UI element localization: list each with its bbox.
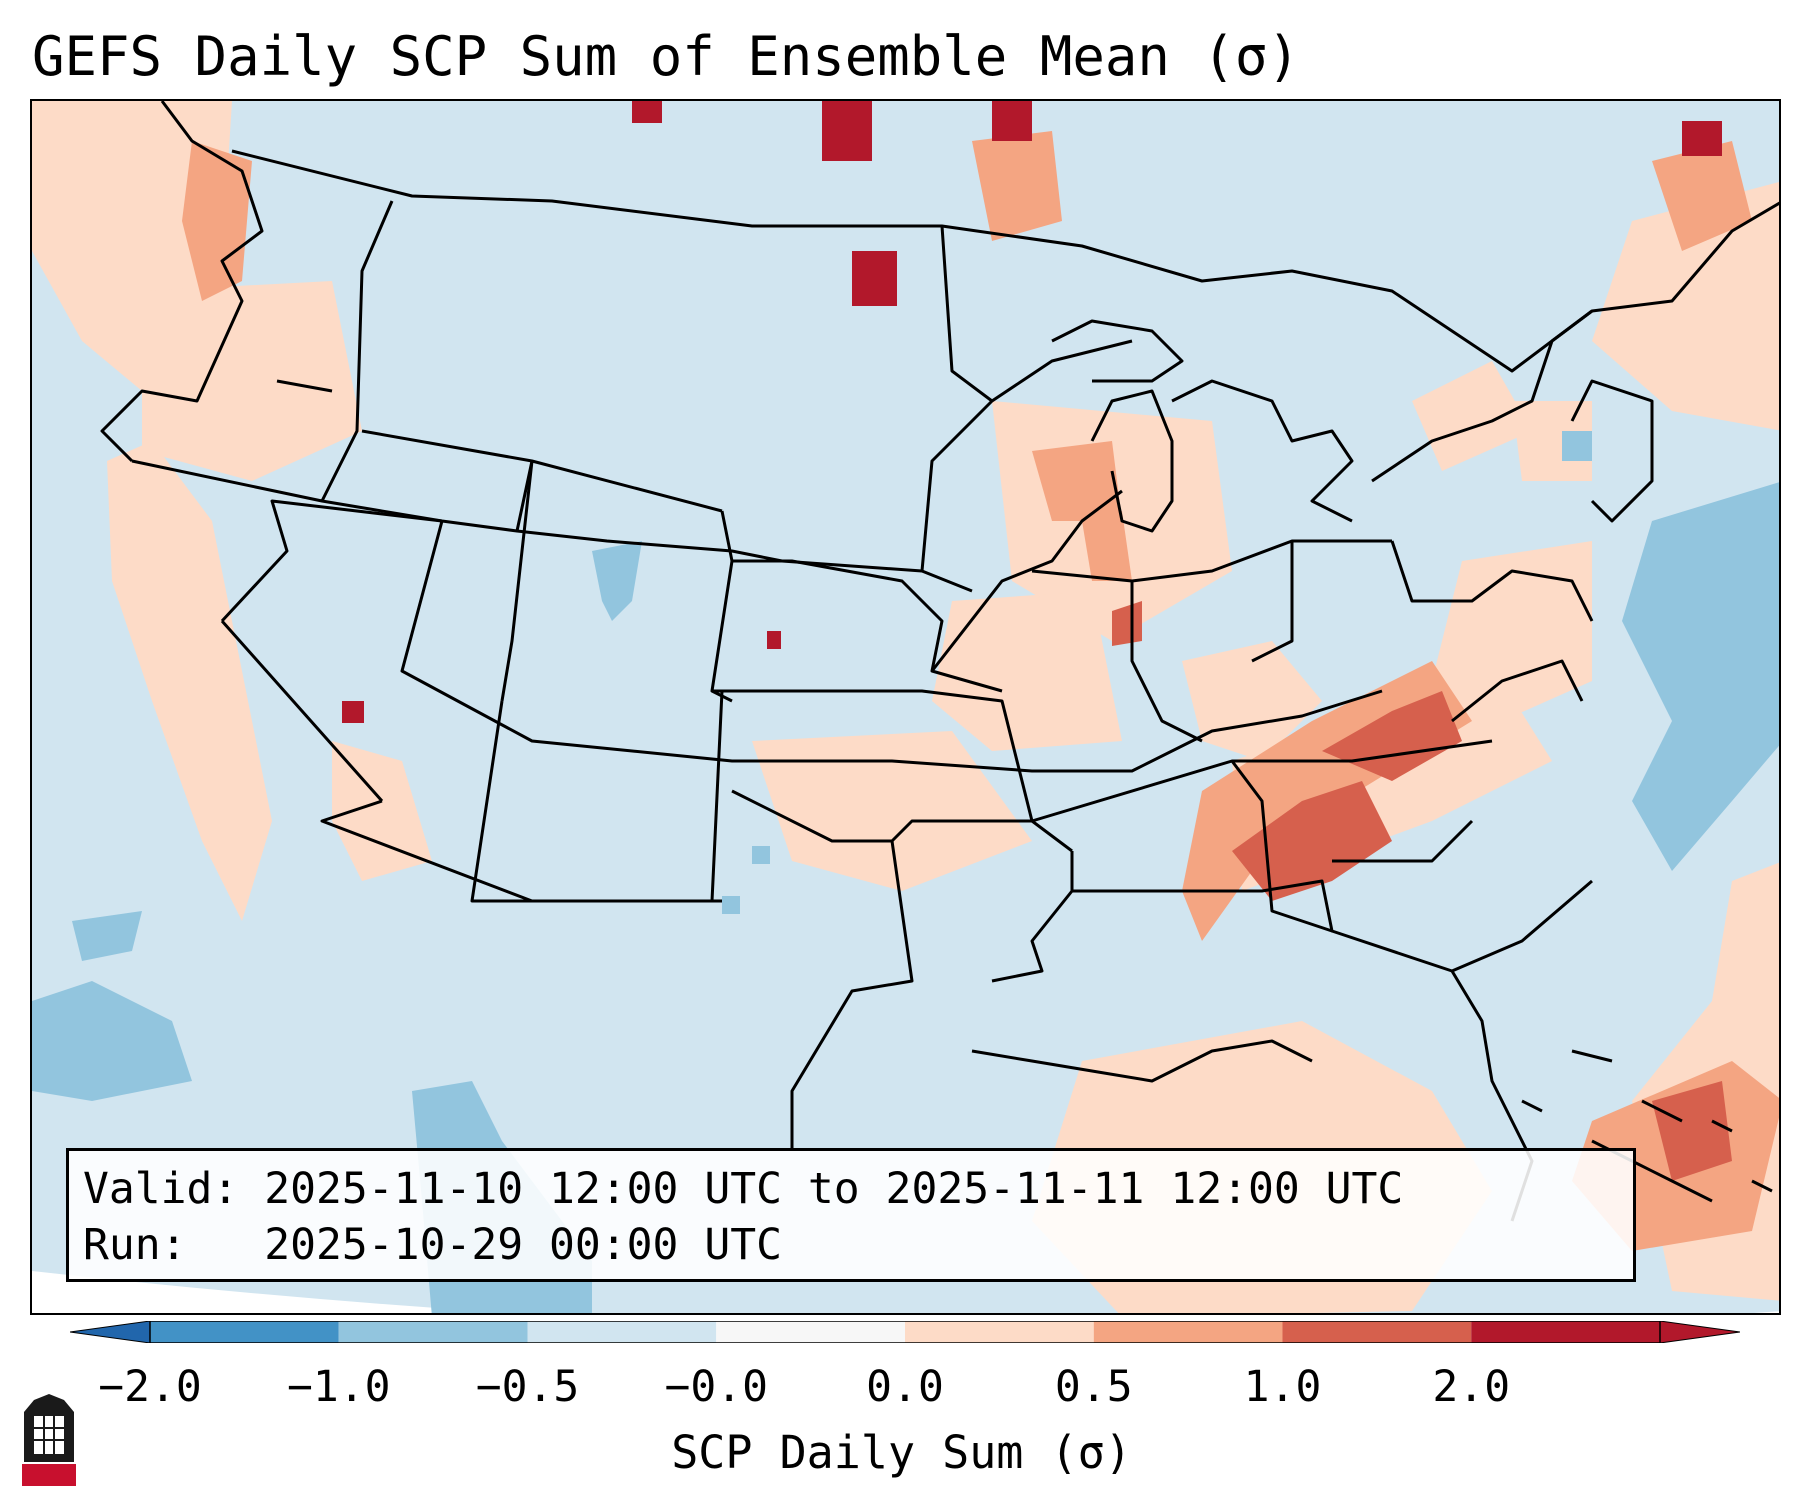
shading-extreme-positive bbox=[342, 101, 1722, 723]
map-panel bbox=[30, 99, 1781, 1315]
colorbar-segment bbox=[905, 1321, 1094, 1343]
colorbar-label: SCP Daily Sum (σ) bbox=[671, 1426, 1132, 1479]
colorbar-tick-label: 2.0 bbox=[1432, 1362, 1511, 1412]
colorbar-tick-label: −1.0 bbox=[286, 1362, 391, 1412]
colorbar-tick-label: 1.0 bbox=[1243, 1362, 1322, 1412]
colorbar-tick-label: −0.0 bbox=[664, 1362, 769, 1412]
boundaries bbox=[100, 101, 1779, 1222]
valid-label: Valid: bbox=[83, 1164, 239, 1214]
colorbar-segment bbox=[338, 1321, 528, 1343]
niu-logo bbox=[22, 1394, 76, 1486]
colorbar-segment bbox=[1282, 1321, 1472, 1343]
colorbar-segment bbox=[527, 1321, 717, 1343]
colorbar-segment bbox=[1471, 1321, 1660, 1343]
colorbar-tick-label: −0.5 bbox=[475, 1362, 580, 1412]
run-label: Run: bbox=[83, 1220, 187, 1270]
colorbar-tick-label: 0.0 bbox=[866, 1362, 944, 1412]
colorbar-tick-label: 0.5 bbox=[1054, 1362, 1133, 1412]
scp-map bbox=[32, 101, 1779, 1313]
colorbar-tick-label: −2.0 bbox=[98, 1362, 202, 1412]
info-box: Valid: 2025-11-10 12:00 UTC to 2025-11-1… bbox=[66, 1148, 1636, 1282]
shading-high-positive bbox=[1112, 601, 1732, 1181]
colorbar-segment bbox=[150, 1321, 339, 1343]
map-domain bbox=[32, 101, 1779, 1313]
valid-line: Valid: 2025-11-10 12:00 UTC to 2025-11-1… bbox=[83, 1161, 1619, 1217]
run-value: 2025-10-29 00:00 UTC bbox=[264, 1220, 782, 1270]
colorbar-extend-low bbox=[70, 1321, 151, 1343]
colorbar-extend-high bbox=[1659, 1321, 1740, 1343]
colorbar-segment bbox=[1093, 1321, 1283, 1343]
colorbar bbox=[70, 1321, 1740, 1343]
valid-value: 2025-11-10 12:00 UTC to 2025-11-11 12:00… bbox=[264, 1164, 1404, 1214]
run-line: Run: 2025-10-29 00:00 UTC bbox=[83, 1217, 1619, 1273]
colorbar-segment bbox=[716, 1321, 905, 1343]
map-title: GEFS Daily SCP Sum of Ensemble Mean (σ) bbox=[32, 25, 1300, 88]
